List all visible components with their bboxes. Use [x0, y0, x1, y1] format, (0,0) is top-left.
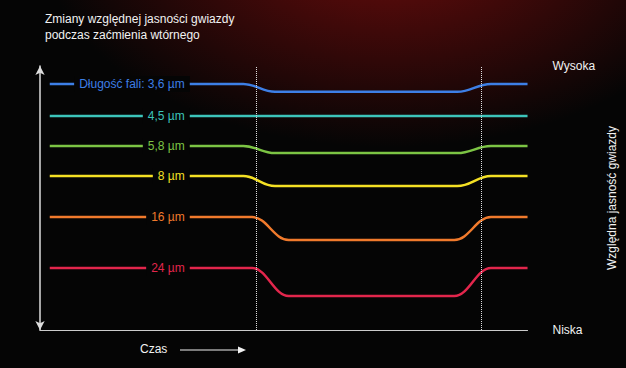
svg-text:Długość fali: 3,6 µm: Długość fali: 3,6 µm	[79, 77, 185, 91]
svg-text:podczas zaćmienia wtórnego: podczas zaćmienia wtórnego	[45, 28, 200, 42]
svg-text:16 µm: 16 µm	[151, 210, 185, 224]
svg-text:5,8 µm: 5,8 µm	[148, 139, 185, 153]
svg-text:4,5 µm: 4,5 µm	[148, 109, 185, 123]
svg-text:24 µm: 24 µm	[151, 261, 185, 275]
svg-text:Względna jasność gwiazdy: Względna jasność gwiazdy	[605, 126, 619, 270]
svg-text:Wysoka: Wysoka	[553, 59, 596, 73]
svg-text:8 µm: 8 µm	[158, 169, 185, 183]
svg-text:Czas: Czas	[140, 342, 167, 356]
svg-text:Niska: Niska	[553, 323, 583, 337]
svg-text:Zmiany względnej jasności gwia: Zmiany względnej jasności gwiazdy	[45, 12, 234, 26]
